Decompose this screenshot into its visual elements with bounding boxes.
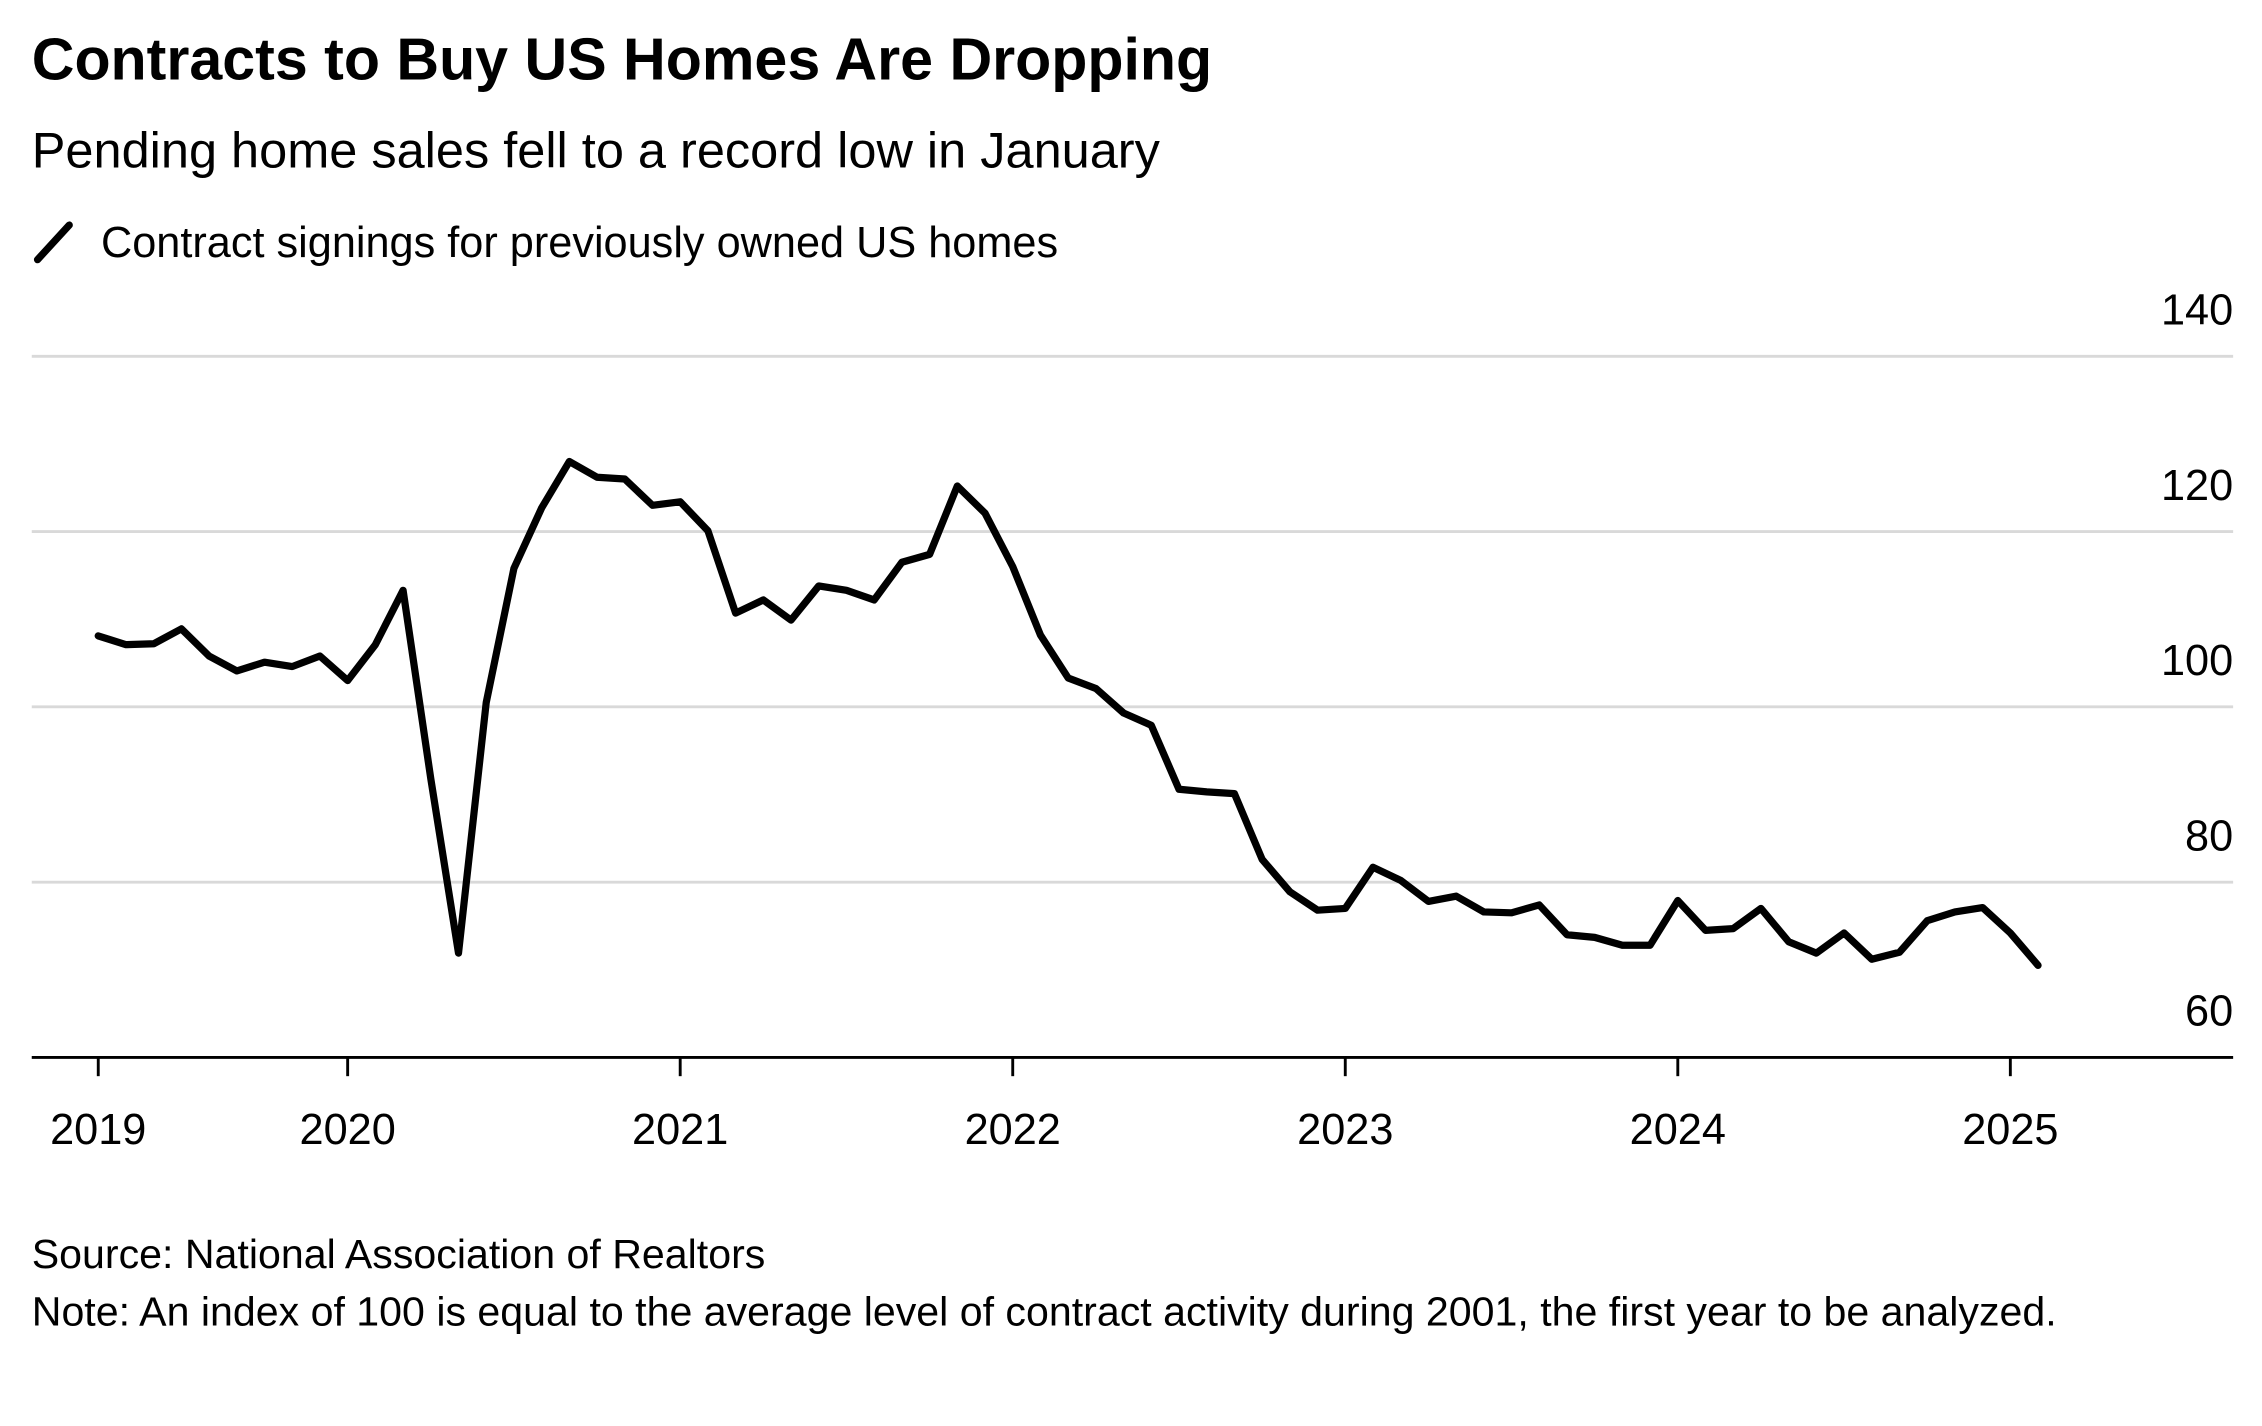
legend-swatch (33, 221, 73, 264)
y-tick-label: 140 (2161, 287, 2233, 335)
source: Source: National Association of Realtors (31, 1231, 766, 1279)
y-tick-label: 120 (2161, 462, 2233, 510)
footer-text: Source: National Association of Realtors… (32, 1226, 2239, 1341)
y-tick-label: 100 (2161, 637, 2233, 685)
chart-subtitle: Pending home sales fell to a record low … (32, 121, 1161, 178)
x-tick-label: 2022 (965, 1106, 1061, 1154)
y-tick-label: 80 (2185, 812, 2233, 860)
x-tick-label: 2023 (1297, 1106, 1393, 1154)
chart-title: Contracts to Buy US Homes Are Dropping (32, 25, 1212, 92)
x-tick-label: 2021 (632, 1106, 728, 1154)
footer: Source: National Association of Realtors… (32, 1226, 2239, 1341)
x-tick-label: 2024 (1630, 1106, 1726, 1154)
legend-label: Contract signings for previously owned U… (101, 219, 1058, 267)
x-tick-label: 2020 (300, 1106, 396, 1154)
x-tick-label: 2019 (50, 1106, 146, 1154)
note: Note: An index of 100 is equal to the av… (31, 1289, 2057, 1336)
y-tick-label: 60 (2185, 988, 2233, 1036)
x-tick-label: 2025 (1962, 1106, 2058, 1154)
data-line (94, 457, 2042, 970)
